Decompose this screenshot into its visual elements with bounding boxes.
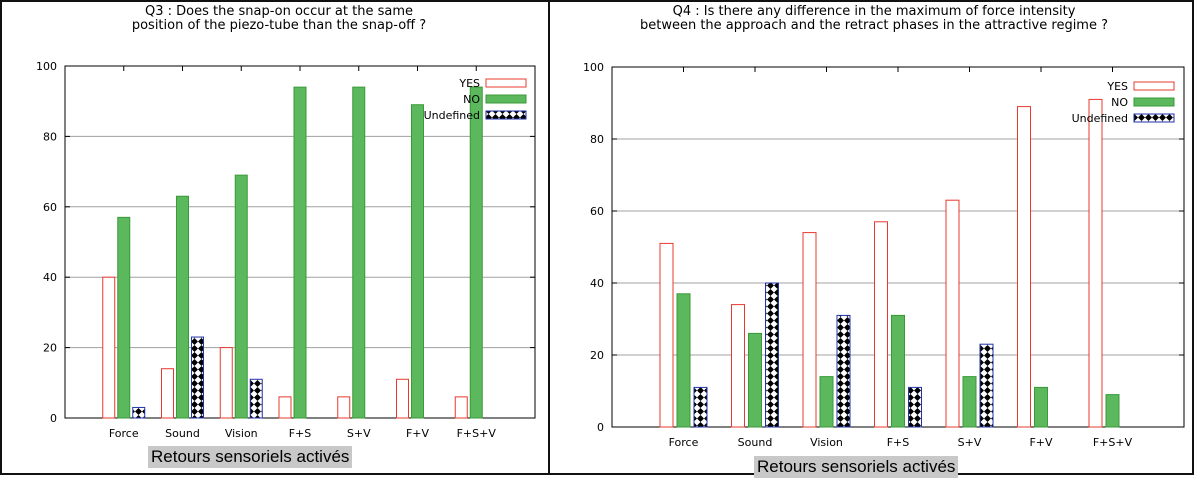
bar-no-f-s-v xyxy=(1105,394,1120,428)
bar-yes-f-v xyxy=(396,378,409,419)
chart-q4: Q4 : Is there any difference in the maxi… xyxy=(583,4,1185,449)
legend-label-yes: YES xyxy=(1106,80,1128,93)
bar-no-force xyxy=(676,293,691,428)
bar-yes-force xyxy=(102,276,116,419)
chart-title-line: position of the piezo-tube than the snap… xyxy=(132,18,426,33)
y-tick-label: 80 xyxy=(43,130,57,143)
y-tick-label: 60 xyxy=(43,201,57,214)
bar-undefined-sound xyxy=(765,282,779,428)
bar-undefined-s-v xyxy=(979,343,994,428)
bar-yes-f-s xyxy=(874,221,888,428)
y-tick-label: 20 xyxy=(43,342,57,355)
x-tick-label: Vision xyxy=(810,436,843,449)
y-tick-label: 0 xyxy=(597,421,604,434)
chart-panel-q3: Q3 : Does the snap-on occur at the same p… xyxy=(0,0,549,475)
legend-label-yes: YES xyxy=(458,77,480,90)
x-tick-label: F+S+V xyxy=(1093,436,1133,449)
legend-swatch-yes xyxy=(1133,81,1175,91)
bar-yes-f-s-v xyxy=(1088,98,1103,428)
bar-undefined-vision xyxy=(249,378,263,419)
x-tick-label: F+S+V xyxy=(457,427,497,440)
chart-title-line: between the approach and the retract pha… xyxy=(640,18,1108,33)
bar-yes-s-v xyxy=(945,199,960,428)
x-tick-label: S+V xyxy=(958,436,982,449)
bar-no-sound xyxy=(748,332,762,428)
y-tick-label: 80 xyxy=(590,133,604,146)
chart-q3: Q3 : Does the snap-on occur at the samep… xyxy=(36,4,536,440)
x-tick-label: Sound xyxy=(738,436,773,449)
legend-label-undefined: Undefined xyxy=(424,109,480,122)
bar-no-f-v xyxy=(411,104,424,419)
x-tick-label: Force xyxy=(669,436,699,449)
bar-no-vision xyxy=(819,376,834,428)
y-tick-label: 40 xyxy=(43,271,57,284)
bar-yes-vision xyxy=(802,232,817,428)
bar-yes-sound xyxy=(161,368,174,419)
x-axis-label-q3: Retours sensoriels activés xyxy=(148,446,353,468)
bar-yes-f-s-v xyxy=(454,396,468,419)
x-tick-label: Force xyxy=(109,427,139,440)
x-tick-label: F+S xyxy=(289,427,312,440)
chart-panel-q4: Q4 : Is there any difference in the maxi… xyxy=(549,0,1194,478)
chart-title-line: Q3 : Does the snap-on occur at the same xyxy=(145,4,413,19)
x-axis-label-q4: Retours sensoriels activés xyxy=(754,456,959,478)
bar-no-vision xyxy=(234,174,248,419)
bar-yes-sound xyxy=(731,304,745,428)
bar-no-f-s xyxy=(891,314,905,428)
bar-yes-force xyxy=(659,242,674,428)
bar-no-sound xyxy=(176,195,189,419)
y-tick-label: 40 xyxy=(590,277,604,290)
bar-no-f-v xyxy=(1034,386,1048,428)
chart-title-line: Q4 : Is there any difference in the maxi… xyxy=(673,4,1076,19)
x-tick-label: F+V xyxy=(1029,436,1053,449)
legend-swatch-no xyxy=(1133,97,1175,107)
bar-undefined-vision xyxy=(836,314,851,428)
y-tick-label: 100 xyxy=(36,60,57,73)
legend-label-no: NO xyxy=(1111,96,1128,109)
legend-label-no: NO xyxy=(463,93,480,106)
bar-undefined-f-s xyxy=(908,386,922,428)
bar-undefined-force xyxy=(132,406,146,419)
y-tick-label: 20 xyxy=(590,349,604,362)
bar-yes-vision xyxy=(219,347,233,419)
y-tick-label: 100 xyxy=(583,61,604,74)
bar-yes-f-s xyxy=(278,396,292,419)
y-tick-label: 0 xyxy=(50,412,57,425)
bar-no-f-s xyxy=(293,86,307,419)
bar-no-f-s-v xyxy=(469,86,483,419)
legend-swatch-yes xyxy=(485,78,527,88)
bar-yes-f-v xyxy=(1017,106,1031,428)
legend-swatch-undefined xyxy=(1133,113,1175,123)
bar-no-s-v xyxy=(352,86,366,419)
x-tick-label: F+S xyxy=(887,436,910,449)
legend-swatch-no xyxy=(485,94,527,104)
x-tick-label: Sound xyxy=(165,427,200,440)
y-tick-label: 60 xyxy=(590,205,604,218)
legend-swatch-undefined xyxy=(485,110,527,120)
bar-no-s-v xyxy=(962,376,977,428)
bar-yes-s-v xyxy=(337,396,351,419)
bar-undefined-force xyxy=(693,386,708,428)
bar-no-force xyxy=(117,216,131,419)
x-tick-label: F+V xyxy=(406,427,430,440)
bar-undefined-sound xyxy=(191,336,204,419)
legend-label-undefined: Undefined xyxy=(1072,112,1128,125)
x-tick-label: Vision xyxy=(225,427,258,440)
x-tick-label: S+V xyxy=(347,427,371,440)
